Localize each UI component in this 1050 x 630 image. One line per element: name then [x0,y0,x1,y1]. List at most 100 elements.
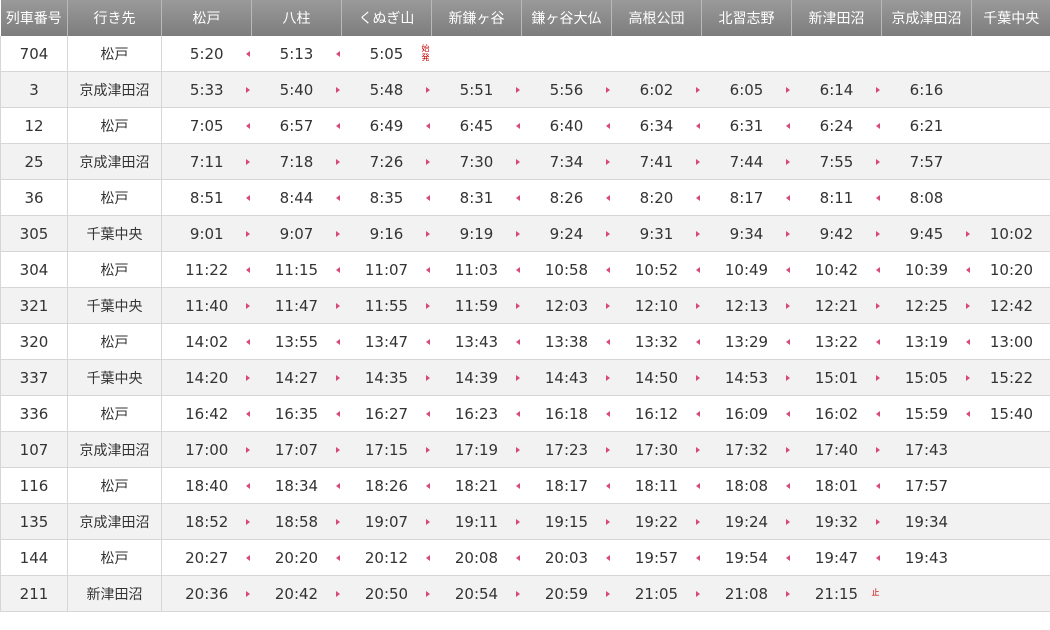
train-number-cell: 337 [0,359,68,396]
departure-time: 11:40 [185,296,229,315]
direction-right-arrow-icon [695,158,700,165]
departure-time: 17:00 [185,440,229,459]
table-row: 36 松戸 8:51 8:44 8:35 8:31 8:26 8:20 8:17 8:11 8:08 [0,179,1050,216]
direction-left-arrow-icon [875,338,880,345]
time-cell: 20:54 [431,575,522,612]
time-cell: 7:30 [431,143,522,180]
table-row: 320 松戸 14:02 13:55 13:47 13:43 13:38 13:32 13:29… [0,323,1050,360]
time-cell: 7:44 [701,143,792,180]
departure-time: 11:59 [454,296,499,315]
departure-time: 17:19 [454,440,499,459]
time-cell: 18:26 [341,467,432,504]
departure-time: 13:32 [634,332,679,351]
direction-left-arrow-icon [605,554,610,561]
direction-right-arrow-icon [605,302,610,309]
time-cell: 10:52 [611,251,702,288]
departure-time: 14:53 [724,368,769,387]
direction-left-arrow-icon [245,50,250,57]
direction-right-arrow-icon [245,302,250,309]
header-train-number: 列車番号 [0,0,68,36]
direction-left-arrow-icon [425,194,430,201]
time-cell: 17:00 [161,431,252,468]
time-cell: 6:16 [881,71,972,108]
departure-time: 17:43 [904,440,949,459]
time-cell: 11:47 [251,287,342,324]
time-cell: 5:05 始発 [341,36,432,72]
departure-time: 11:55 [364,296,409,315]
departure-time: 14:35 [364,368,409,387]
time-cell: 7:41 [611,143,702,180]
departure-time: 20:27 [185,548,229,567]
time-cell: 17:07 [251,431,342,468]
time-cell [971,467,1050,504]
time-cell: 11:59 [431,287,522,324]
direction-right-arrow-icon [785,230,790,237]
direction-left-arrow-icon [425,554,430,561]
departure-time: 5:40 [279,80,314,99]
departure-time: 13:29 [724,332,769,351]
time-cell [971,431,1050,468]
header-station-chiba-chuo: 千葉中央 [971,0,1050,36]
direction-right-arrow-icon [335,518,340,525]
departure-time: 6:40 [549,116,584,135]
direction-left-arrow-icon [785,554,790,561]
destination-cell: 松戸 [67,395,162,432]
departure-time: 6:45 [459,116,494,135]
time-cell: 18:17 [521,467,612,504]
time-cell: 20:20 [251,539,342,576]
departure-time: 15:05 [904,368,949,387]
train-number-cell: 144 [0,539,68,576]
destination-cell: 千葉中央 [67,215,162,252]
time-cell [701,36,792,72]
header-station-keisei-tsudanuma: 京成津田沼 [881,0,972,36]
departure-time: 9:45 [909,224,944,243]
direction-left-arrow-icon [965,266,970,273]
time-cell: 14:20 [161,359,252,396]
departure-time: 5:05 [369,44,404,63]
time-cell: 17:32 [701,431,792,468]
departure-time: 19:43 [904,548,949,567]
time-cell: 10:39 [881,251,972,288]
departure-time: 20:20 [274,548,319,567]
time-cell: 16:09 [701,395,792,432]
time-cell [971,36,1050,72]
departure-time: 12:13 [724,296,769,315]
direction-right-arrow-icon [425,518,430,525]
direction-left-arrow-icon [875,266,880,273]
direction-right-arrow-icon [425,230,430,237]
destination-cell: 松戸 [67,36,162,72]
time-cell: 13:47 [341,323,432,360]
departure-time: 7:30 [459,152,494,171]
direction-left-arrow-icon [785,482,790,489]
direction-right-arrow-icon [335,158,340,165]
departure-time: 18:26 [364,476,409,495]
departure-time: 18:58 [274,512,319,531]
direction-right-arrow-icon [785,446,790,453]
time-cell: 18:08 [701,467,792,504]
direction-left-arrow-icon [425,482,430,489]
direction-right-arrow-icon [515,374,520,381]
direction-right-arrow-icon [785,590,790,597]
direction-right-arrow-icon [785,158,790,165]
direction-right-arrow-icon [965,374,970,381]
destination-cell: 京成津田沼 [67,431,162,468]
time-cell: 16:02 [791,395,882,432]
table-row: 305 千葉中央 9:01 9:07 9:16 9:19 9:24 9:31 9:34 9:42 9… [0,215,1050,252]
direction-left-arrow-icon [245,338,250,345]
time-cell: 19:07 [341,503,432,540]
time-cell: 8:11 [791,179,882,216]
departure-time: 6:05 [729,80,764,99]
departure-time: 8:11 [819,188,854,207]
header-station-kamagaya-daibutsu: 鎌ヶ谷大仏 [521,0,612,36]
departure-time: 9:19 [459,224,494,243]
header-station-yabashira: 八柱 [251,0,342,36]
departure-time: 10:39 [904,260,949,279]
time-cell: 21:05 [611,575,702,612]
departure-time: 6:16 [909,80,944,99]
time-cell: 7:55 [791,143,882,180]
direction-left-arrow-icon [335,482,340,489]
table-row: 337 千葉中央 14:20 14:27 14:35 14:39 14:43 14:50 14:… [0,359,1050,396]
direction-right-arrow-icon [515,590,520,597]
departure-time: 7:18 [279,152,314,171]
time-cell: 20:36 [161,575,252,612]
